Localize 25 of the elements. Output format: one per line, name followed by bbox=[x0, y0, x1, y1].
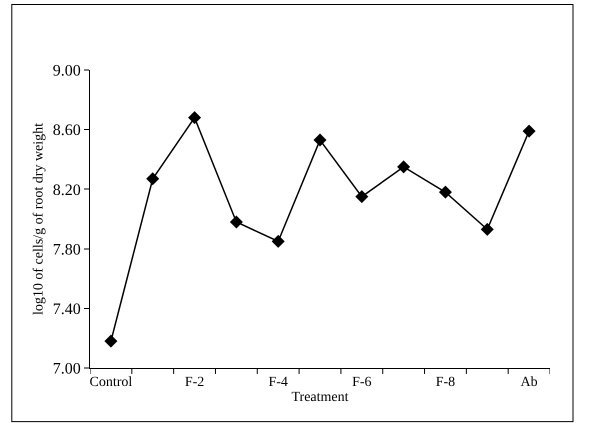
point bbox=[146, 172, 160, 186]
x-tick-label: F-8 bbox=[436, 374, 456, 390]
y-tick-label: 7.00 bbox=[52, 360, 81, 378]
point bbox=[230, 215, 243, 228]
point bbox=[355, 190, 368, 204]
y-tick-label: 8.20 bbox=[52, 182, 81, 199]
x-axis-title: Treatment bbox=[291, 390, 349, 406]
point bbox=[522, 124, 536, 138]
x-tick-label: F-6 bbox=[352, 374, 372, 390]
y-tick-label: 8.60 bbox=[52, 122, 81, 140]
point bbox=[272, 234, 285, 248]
x-tick-label: F-4 bbox=[268, 374, 288, 390]
y-tick-label: 7.40 bbox=[52, 301, 81, 318]
y-tick-label: 7.80 bbox=[52, 241, 81, 258]
x-tick-label: F-2 bbox=[184, 374, 204, 390]
y-tick-label: 9.00 bbox=[52, 62, 81, 80]
point bbox=[438, 186, 452, 199]
point bbox=[188, 111, 202, 124]
point bbox=[397, 160, 410, 174]
y-axis-title: log10 of cells/g of root dry weight bbox=[31, 122, 46, 316]
point bbox=[480, 222, 494, 236]
point bbox=[104, 334, 118, 348]
point bbox=[314, 134, 326, 147]
x-tick-label: Ab bbox=[520, 374, 538, 390]
x-tick-label: Control bbox=[90, 374, 132, 390]
